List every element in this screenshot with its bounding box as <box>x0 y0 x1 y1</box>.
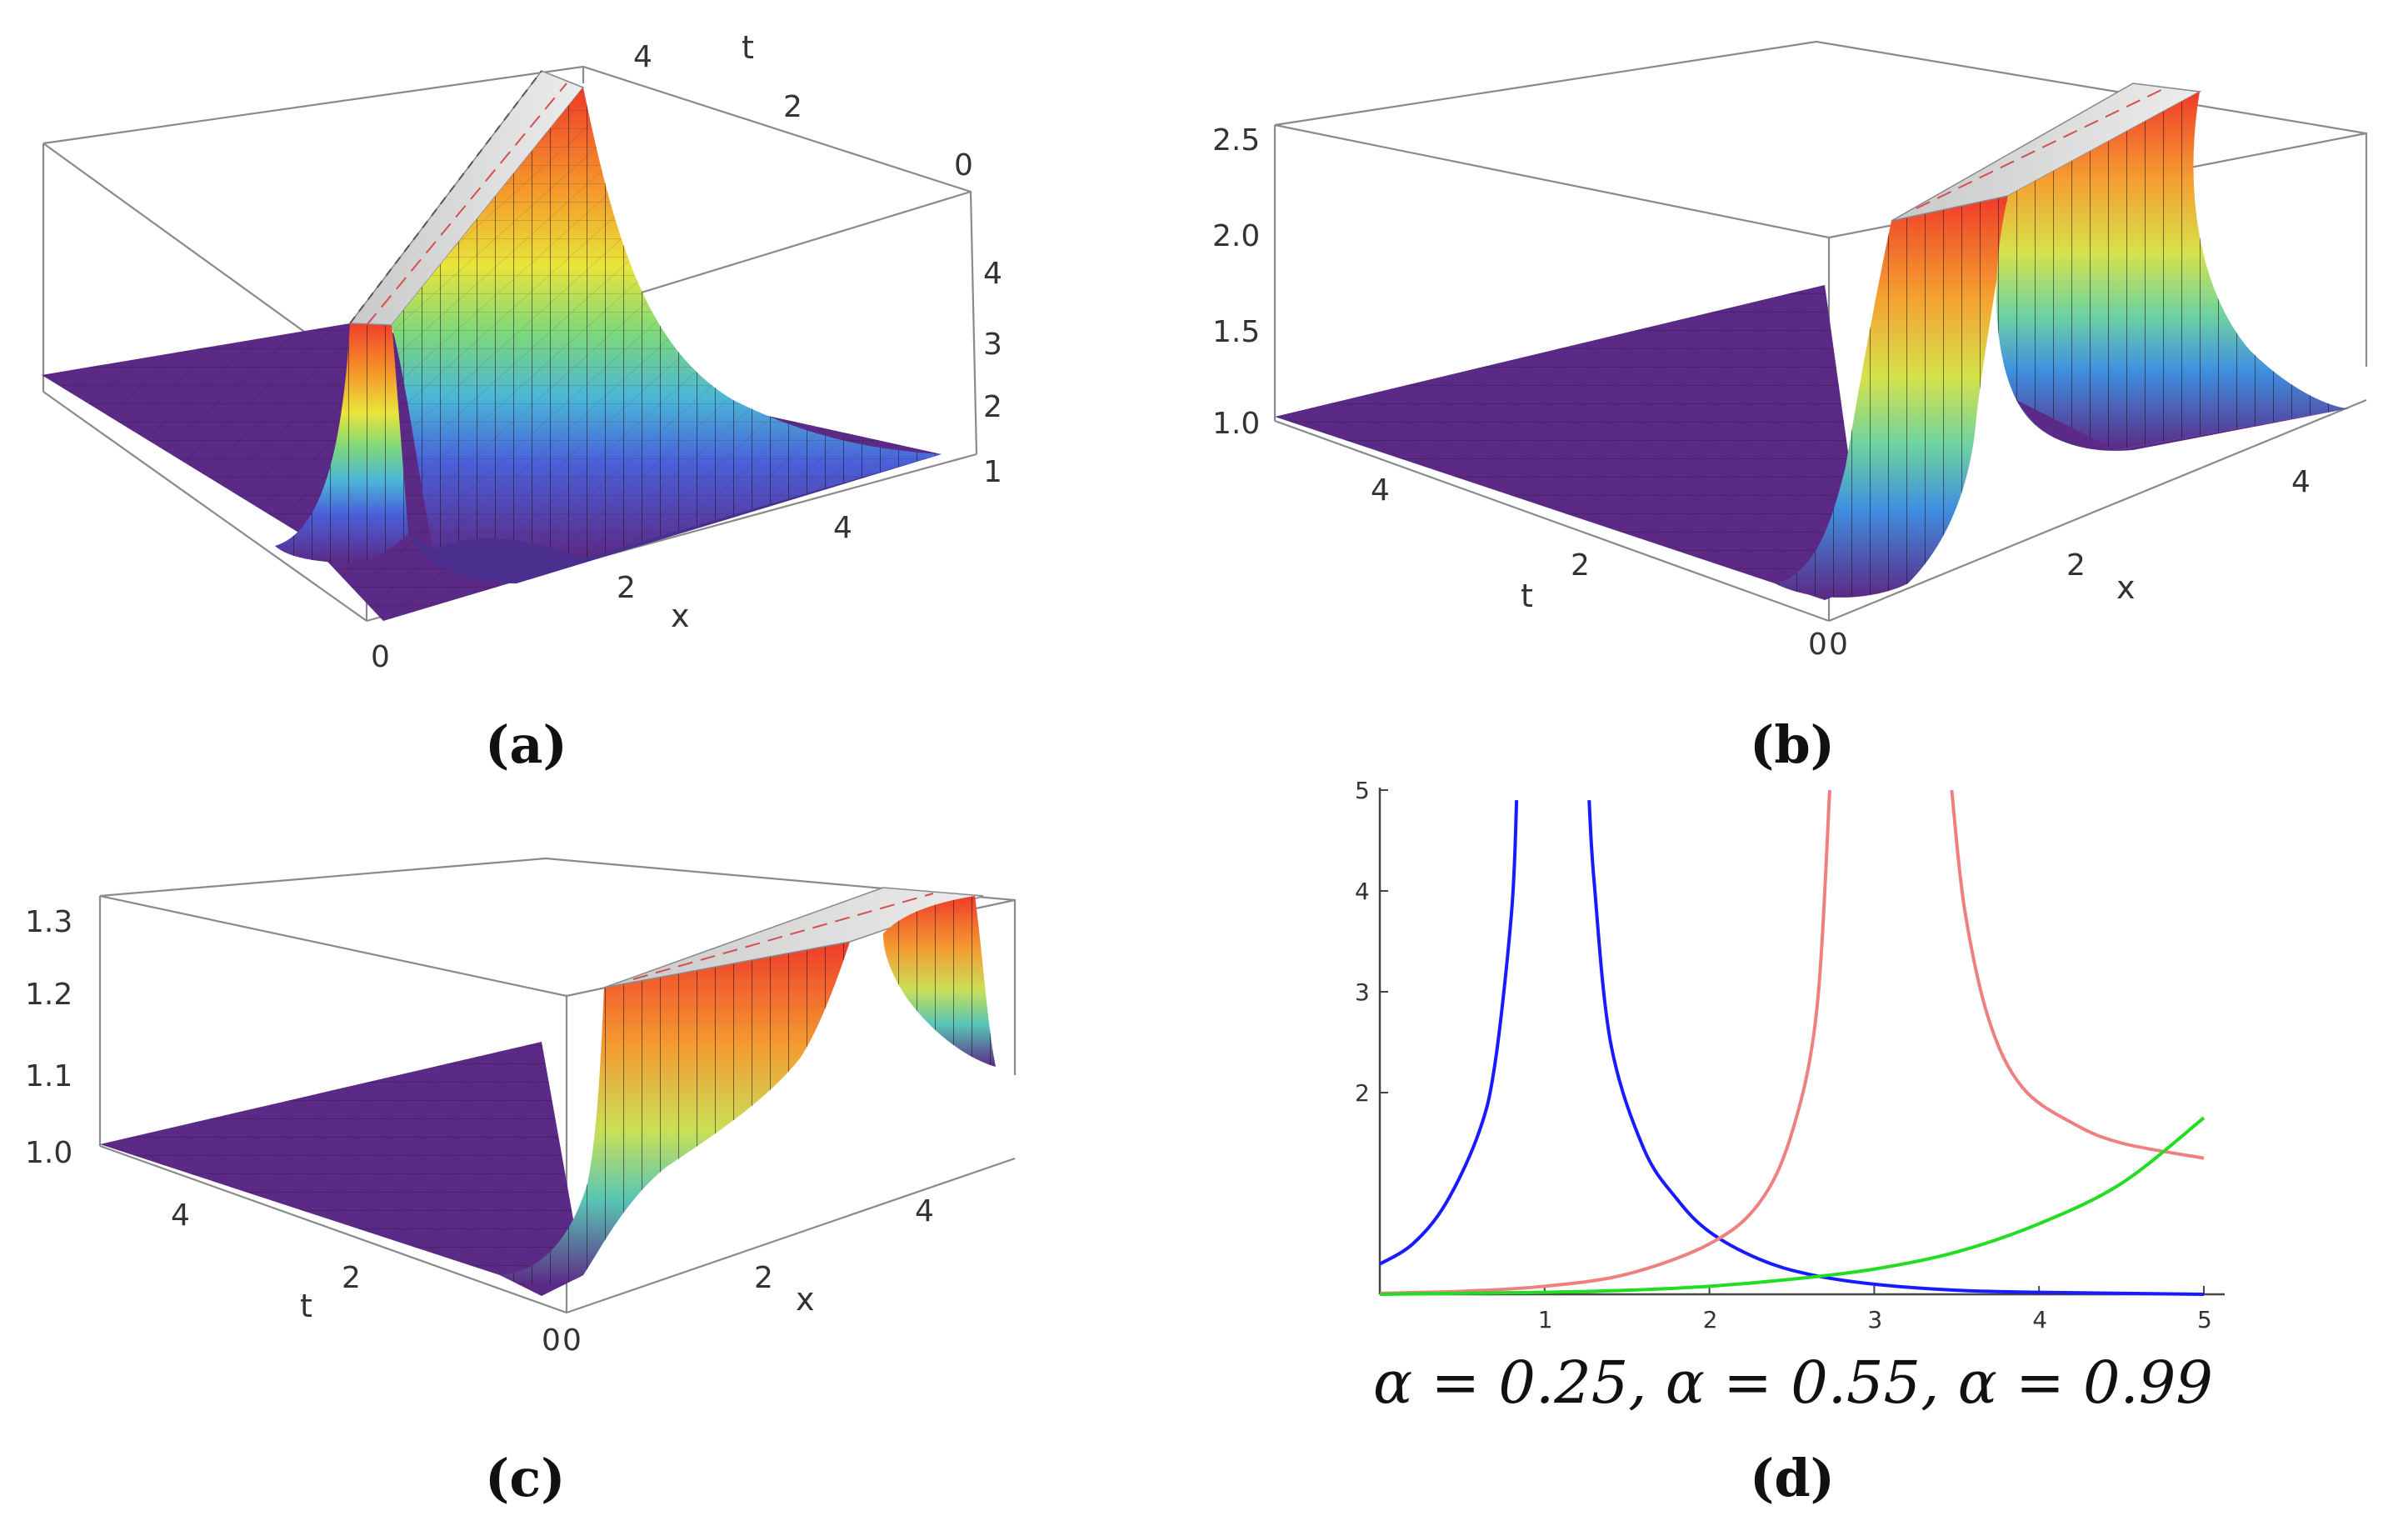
panel-d-ticks: 1 2 3 4 5 2 3 4 5 <box>1355 777 2212 1333</box>
panel-d-y-tick-label: 5 <box>1355 777 1370 804</box>
panel-d-x-tick-label: 1 <box>1538 1306 1553 1333</box>
panel-b-t-tick-0: 0 <box>1808 628 1827 662</box>
panel-d-series-2-segment-1 <box>1379 789 1831 1295</box>
panel-c-x-tick-0: 0 <box>562 1323 582 1358</box>
panel-a-caption: (a) <box>485 714 567 775</box>
panel-d-y-tick-label: 3 <box>1355 978 1370 1006</box>
panel-c-t-tick-0: 0 <box>542 1323 561 1358</box>
panel-d-legend-text: α = 0.25, α = 0.55, α = 0.99 <box>1373 1348 2213 1417</box>
panel-c-x-tick-2: 2 <box>754 1261 773 1295</box>
panel-b: 2.5 2.0 1.5 1.0 4 2 0 t 0 2 4 x (b) <box>1212 40 2368 775</box>
panel-a-z-tick-2: 2 <box>983 390 1002 424</box>
panel-d-y-tick-label: 2 <box>1355 1079 1370 1107</box>
panel-c-x-label: x <box>796 1281 815 1318</box>
panel-b-z-tick-1-5: 1.5 <box>1212 315 1260 349</box>
panel-b-caption: (b) <box>1750 714 1835 775</box>
panel-c-z-tick-1-1: 1.1 <box>25 1059 72 1093</box>
panel-c-z-tick-1-3: 1.3 <box>25 905 72 939</box>
panel-b-x-tick-2: 2 <box>2066 548 2086 583</box>
panel-c-z-tick-1-0: 1.0 <box>25 1136 72 1170</box>
panel-b-t-tick-2: 2 <box>1571 548 1590 583</box>
panel-a-x-tick-0: 0 <box>371 640 390 674</box>
panel-a-z-tick-3: 3 <box>983 328 1002 362</box>
panel-d-y-tick-label: 4 <box>1355 878 1370 905</box>
panel-a-t-tick-4: 4 <box>633 40 652 74</box>
panel-d-x-tick-label: 2 <box>1703 1306 1718 1333</box>
panel-a-z-tick-1: 1 <box>983 455 1002 489</box>
panel-b-z-tick-2-0: 2.0 <box>1212 219 1260 253</box>
panel-b-t-tick-4: 4 <box>1371 473 1390 508</box>
panel-d-caption: (d) <box>1750 1448 1835 1508</box>
panel-a-t-label: t <box>742 29 754 66</box>
panel-a-caption-text: (a) <box>485 714 567 775</box>
panel-d-series-3-segment-1 <box>1379 1116 2206 1296</box>
panel-a-t-tick-2: 2 <box>783 90 802 124</box>
panel-b-x-tick-4: 4 <box>2291 465 2311 499</box>
panel-b-t-label: t <box>1521 578 1533 614</box>
panel-d-x-tick-label: 4 <box>2032 1306 2047 1333</box>
panel-a: 4 2 0 t 4 3 2 1 0 2 4 x (a) <box>42 29 1002 775</box>
panel-b-box <box>1273 40 2368 623</box>
panel-d-x-tick-label: 3 <box>1867 1306 1882 1333</box>
panel-d-series-2-segment-2 <box>1950 789 2205 1160</box>
panel-c-ridge-top <box>603 887 984 988</box>
panel-d-series-1-segment-1 <box>1378 800 1519 1266</box>
panel-c-caption: (c) <box>485 1448 565 1508</box>
panel-a-t-tick-0: 0 <box>954 148 973 183</box>
panel-c-z-tick-1-2: 1.2 <box>25 978 72 1012</box>
panel-a-z-tick-4: 4 <box>983 257 1002 291</box>
panel-d: 1 2 3 4 5 2 3 4 5 α = 0.25, α = 0.55, α = 0.99 (… <box>1355 777 2225 1508</box>
panel-b-z-tick-1-0: 1.0 <box>1212 407 1260 441</box>
panel-a-x-tick-2: 2 <box>617 571 636 605</box>
panel-c-t-tick-4: 4 <box>171 1198 190 1233</box>
panel-a-x-tick-4: 4 <box>833 511 852 545</box>
panel-b-x-tick-0: 0 <box>1829 628 1848 662</box>
panel-b-x-label: x <box>2116 569 2136 606</box>
panel-c-t-label: t <box>300 1288 312 1324</box>
panel-d-lines <box>1378 789 2206 1296</box>
panel-c: 1.3 1.2 1.1 1.0 4 2 0 t 0 2 4 x (c) <box>25 857 1017 1508</box>
panel-a-x-label: x <box>671 598 690 634</box>
panel-c-x-tick-4: 4 <box>915 1194 934 1228</box>
panel-d-x-tick-label: 5 <box>2197 1306 2212 1333</box>
panel-b-z-tick-2-5: 2.5 <box>1212 123 1260 158</box>
panel-c-t-tick-2: 2 <box>342 1261 361 1295</box>
panel-d-series-1-segment-2 <box>1587 799 2205 1296</box>
panel-c-box <box>98 857 1017 1314</box>
